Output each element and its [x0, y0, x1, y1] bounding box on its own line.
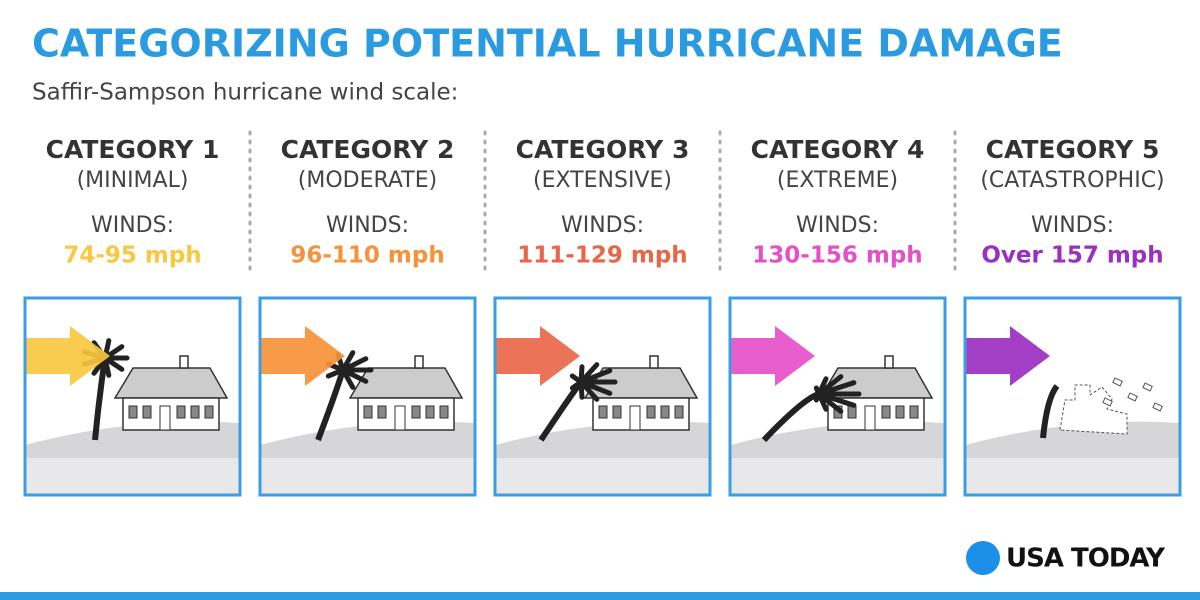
window: [909, 405, 919, 419]
house-wall: [122, 397, 220, 431]
window: [204, 405, 214, 419]
winds-label: WINDS:: [796, 213, 879, 238]
winds-value: 74-95 mph: [63, 243, 201, 269]
window: [363, 405, 373, 419]
palm-trunk: [92, 357, 108, 441]
wind-arrow: [25, 326, 110, 386]
bottom-bar: [0, 592, 1200, 600]
category-name: CATEGORY 2: [281, 135, 455, 164]
wind-arrow: [495, 326, 580, 386]
category-name: CATEGORY 3: [516, 135, 690, 164]
wind-arrow: [260, 326, 345, 386]
chimney: [179, 355, 189, 369]
chimney: [414, 355, 424, 369]
window: [439, 405, 449, 419]
category-description: (MINIMAL): [77, 168, 189, 193]
window: [612, 405, 622, 419]
wind-arrow: [965, 326, 1050, 386]
winds-label: WINDS:: [1031, 213, 1114, 238]
palm-frond: [816, 380, 857, 397]
window: [176, 405, 186, 419]
house-wall: [827, 397, 925, 431]
panel-border: [258, 296, 477, 497]
palm-frond: [340, 356, 369, 373]
category-description: (MODERATE): [298, 168, 437, 193]
debris: [1142, 382, 1153, 392]
panel-border: [728, 296, 947, 497]
window: [881, 405, 891, 419]
window: [646, 405, 656, 419]
roof: [113, 367, 229, 399]
window: [660, 405, 670, 419]
window: [674, 405, 684, 419]
panel-border: [23, 296, 242, 497]
rubble: [1059, 384, 1128, 435]
broken-trunk: [1040, 384, 1060, 439]
logo-text: USA TODAY: [1006, 544, 1166, 574]
category-name: CATEGORY 4: [751, 135, 925, 164]
house-wall: [592, 397, 690, 431]
winds-label: WINDS:: [326, 213, 409, 238]
illustration: [23, 296, 242, 497]
title: CATEGORIZING POTENTIAL HURRICANE DAMAGE: [32, 22, 1063, 66]
debris: [1152, 402, 1163, 412]
debris: [1127, 392, 1138, 402]
window: [425, 405, 435, 419]
category-name: CATEGORY 5: [986, 135, 1160, 164]
door: [394, 405, 406, 431]
columns: CATEGORY 1 (MINIMAL) WINDS: 74-95 mph CATEGO…: [23, 130, 1182, 497]
door: [864, 405, 876, 431]
wind-arrow: [730, 326, 815, 386]
panel-border: [493, 296, 712, 497]
category-description: (EXTENSIVE): [533, 168, 672, 193]
category-description: (EXTREME): [777, 168, 898, 193]
debris: [1112, 377, 1123, 387]
winds-label: WINDS:: [561, 213, 644, 238]
ground-shade: [25, 458, 240, 495]
door: [629, 405, 641, 431]
panel-border: [963, 296, 1182, 497]
window: [847, 405, 857, 419]
category-name: CATEGORY 1: [46, 135, 220, 164]
window: [128, 405, 138, 419]
winds-value: Over 157 mph: [981, 243, 1163, 269]
window: [895, 405, 905, 419]
winds-value: 111-129 mph: [517, 243, 687, 269]
ground-shade: [730, 458, 945, 495]
illustration: [258, 296, 477, 497]
debris: [1102, 397, 1113, 407]
illustration: [963, 296, 1182, 497]
chimney: [649, 355, 659, 369]
ground-shade: [965, 458, 1180, 495]
window: [142, 405, 152, 419]
house-wall: [357, 397, 455, 431]
illustration: [493, 296, 712, 497]
winds-label: WINDS:: [91, 213, 174, 238]
illustration: [728, 296, 947, 497]
window: [190, 405, 200, 419]
door: [159, 405, 171, 431]
window: [377, 405, 387, 419]
palm-frond: [578, 368, 613, 385]
logo-dot: [966, 541, 1000, 575]
winds-value: 130-156 mph: [752, 243, 922, 269]
window: [411, 405, 421, 419]
chimney: [884, 355, 894, 369]
window: [598, 405, 608, 419]
subtitle: Saffir-Sampson hurricane wind scale:: [32, 80, 458, 106]
ground-shade: [495, 458, 710, 495]
ground-shade: [260, 458, 475, 495]
category-description: (CATASTROPHIC): [980, 168, 1164, 193]
winds-value: 96-110 mph: [290, 243, 444, 269]
